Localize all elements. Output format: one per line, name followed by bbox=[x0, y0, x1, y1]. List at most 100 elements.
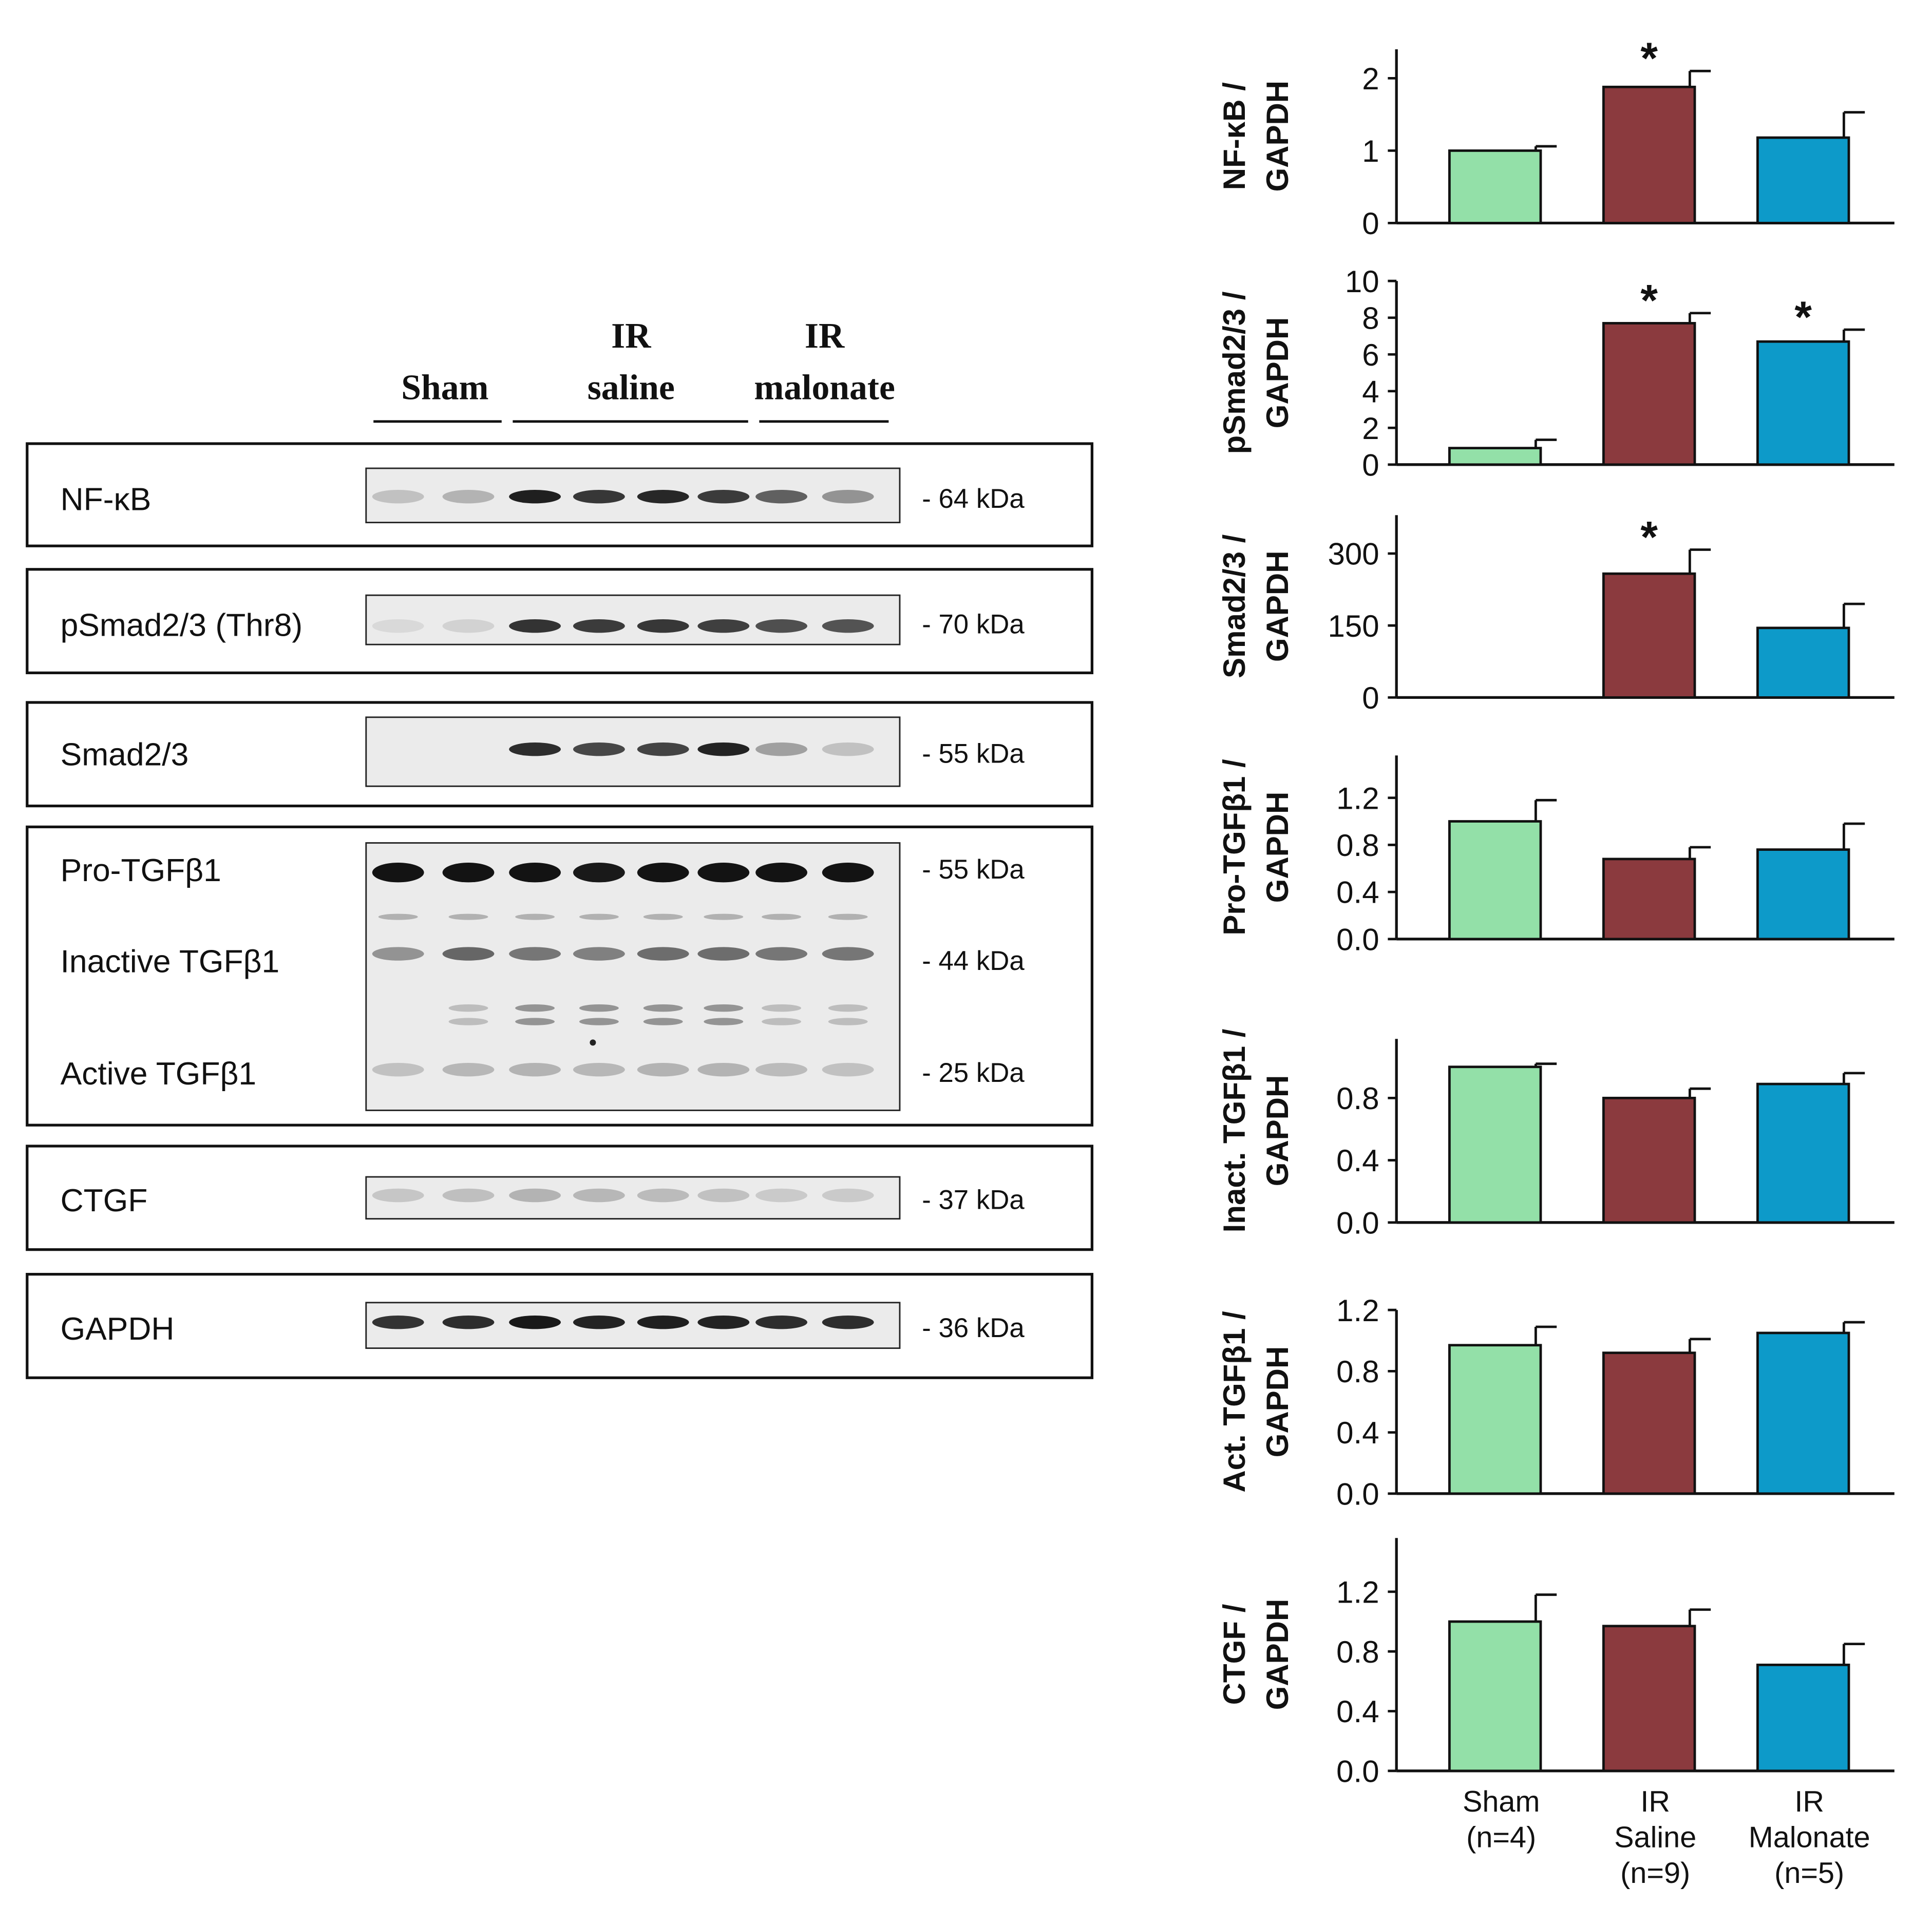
blot-image bbox=[365, 594, 901, 645]
protein-label: Active TGFβ1 bbox=[61, 1056, 256, 1092]
molecular-weight-marker: - 25 kDa bbox=[922, 1058, 1025, 1088]
protein-band bbox=[573, 490, 625, 504]
protein-band bbox=[509, 863, 561, 883]
protein-band bbox=[637, 1063, 689, 1077]
y-tick-label: 2 bbox=[1362, 62, 1379, 96]
x-category-label: IR bbox=[1794, 1785, 1824, 1818]
protein-band bbox=[697, 742, 750, 756]
protein-band bbox=[372, 947, 424, 961]
y-axis-label-line2: GAPDH bbox=[1260, 792, 1295, 903]
y-tick-label: 1.2 bbox=[1336, 781, 1379, 815]
y-tick-label: 4 bbox=[1362, 374, 1379, 409]
protein-band bbox=[822, 1316, 874, 1329]
protein-band bbox=[573, 1188, 625, 1203]
protein-label: pSmad2/3 (Thr8) bbox=[61, 607, 303, 643]
y-tick-label: 0.4 bbox=[1336, 1144, 1379, 1178]
molecular-weight-marker: - 55 kDa bbox=[922, 739, 1025, 769]
molecular-weight-marker: - 37 kDa bbox=[922, 1185, 1025, 1215]
blot-group: Sham IR saline IR malonate NF-κB - 64 kDa pSmad… bbox=[26, 316, 1094, 1379]
protein-band bbox=[822, 1063, 874, 1077]
protein-band bbox=[442, 1188, 495, 1203]
protein-band bbox=[697, 947, 750, 961]
protein-band bbox=[442, 863, 495, 883]
y-axis-label-line2: GAPDH bbox=[1260, 1075, 1295, 1187]
protein-band bbox=[755, 490, 808, 504]
x-category-label: Malonate bbox=[1749, 1821, 1870, 1854]
protein-band bbox=[573, 619, 625, 633]
molecular-weight-marker: - 55 kDa bbox=[922, 854, 1025, 885]
protein-band bbox=[755, 1316, 808, 1329]
bar bbox=[1756, 1331, 1850, 1495]
protein-band bbox=[755, 947, 808, 961]
protein-band bbox=[637, 947, 689, 961]
y-tick-label: 0.8 bbox=[1336, 828, 1379, 863]
group-header-line1: IR bbox=[611, 316, 651, 356]
faint-band bbox=[704, 913, 744, 920]
protein-band bbox=[509, 619, 561, 633]
y-tick-label: 1.2 bbox=[1336, 1293, 1379, 1328]
group-header-line2: saline bbox=[588, 368, 675, 408]
group-header-line1: IR bbox=[805, 316, 845, 356]
protein-band bbox=[637, 490, 689, 504]
protein-band bbox=[822, 490, 874, 504]
protein-band bbox=[509, 947, 561, 961]
bar bbox=[1602, 1351, 1696, 1495]
significance-star: * bbox=[1640, 276, 1658, 326]
y-axis-label-line1: NF-κB / bbox=[1217, 82, 1252, 190]
y-tick-label: 0.8 bbox=[1336, 1635, 1379, 1669]
bar bbox=[1602, 858, 1696, 941]
protein-band bbox=[573, 947, 625, 961]
group-header-line2: Sham bbox=[401, 368, 488, 408]
significance-star: * bbox=[1640, 34, 1658, 83]
molecular-weight-marker: - 36 kDa bbox=[922, 1313, 1025, 1343]
significance-star: * bbox=[1640, 512, 1658, 562]
bar bbox=[1602, 322, 1696, 466]
group-header-line2: malonate bbox=[754, 368, 895, 408]
blot-image bbox=[365, 1302, 901, 1349]
protein-band bbox=[509, 1188, 561, 1203]
protein-band bbox=[509, 1316, 561, 1329]
protein-band bbox=[697, 863, 750, 883]
protein-band bbox=[573, 1063, 625, 1077]
y-tick-label: 6 bbox=[1362, 338, 1379, 372]
y-axis-label-line2: GAPDH bbox=[1260, 317, 1295, 429]
y-tick-label: 0.8 bbox=[1336, 1081, 1379, 1116]
significance-star: * bbox=[1794, 293, 1812, 342]
protein-band bbox=[442, 947, 495, 961]
protein-band bbox=[822, 863, 874, 883]
western-blot-figure: Sham IR saline IR malonate NF-κB - 64 kDa pSmad… bbox=[26, 316, 1094, 1379]
y-axis-label-line1: Act. TGFβ1 / bbox=[1217, 1311, 1252, 1493]
protein-band bbox=[637, 742, 689, 756]
faint-band bbox=[762, 1004, 802, 1012]
y-tick-label: 8 bbox=[1362, 301, 1379, 335]
y-axis-label-line1: CTGF / bbox=[1217, 1604, 1252, 1705]
faint-band bbox=[828, 1018, 868, 1025]
faint-band bbox=[643, 913, 683, 920]
y-tick-label: 0 bbox=[1362, 448, 1379, 482]
x-category-label: Sham bbox=[1463, 1785, 1540, 1818]
y-tick-label: 0.0 bbox=[1336, 922, 1379, 957]
protein-band bbox=[755, 863, 808, 883]
protein-band bbox=[372, 1063, 424, 1077]
faint-band bbox=[762, 1018, 802, 1025]
y-axis-label-line1: Pro-TGFβ1 / bbox=[1217, 759, 1252, 936]
protein-band bbox=[755, 1063, 808, 1077]
protein-band bbox=[822, 947, 874, 961]
faint-band bbox=[515, 1004, 555, 1012]
faint-band bbox=[579, 1018, 619, 1025]
y-axis-label-line1: Smad2/3 / bbox=[1217, 534, 1252, 678]
protein-band bbox=[822, 1188, 874, 1203]
faint-band bbox=[448, 913, 488, 920]
faint-band bbox=[762, 913, 802, 920]
y-axis-label-line2: GAPDH bbox=[1260, 550, 1295, 662]
y-tick-label: 0.4 bbox=[1336, 875, 1379, 910]
molecular-weight-marker: - 64 kDa bbox=[922, 484, 1025, 514]
y-axis-label-line1: pSmad2/3 / bbox=[1217, 291, 1252, 454]
protein-band bbox=[372, 1316, 424, 1329]
protein-band bbox=[509, 742, 561, 756]
faint-band bbox=[828, 1004, 868, 1012]
bar bbox=[1448, 149, 1542, 224]
y-tick-label: 0.8 bbox=[1336, 1355, 1379, 1389]
faint-band bbox=[704, 1004, 744, 1012]
